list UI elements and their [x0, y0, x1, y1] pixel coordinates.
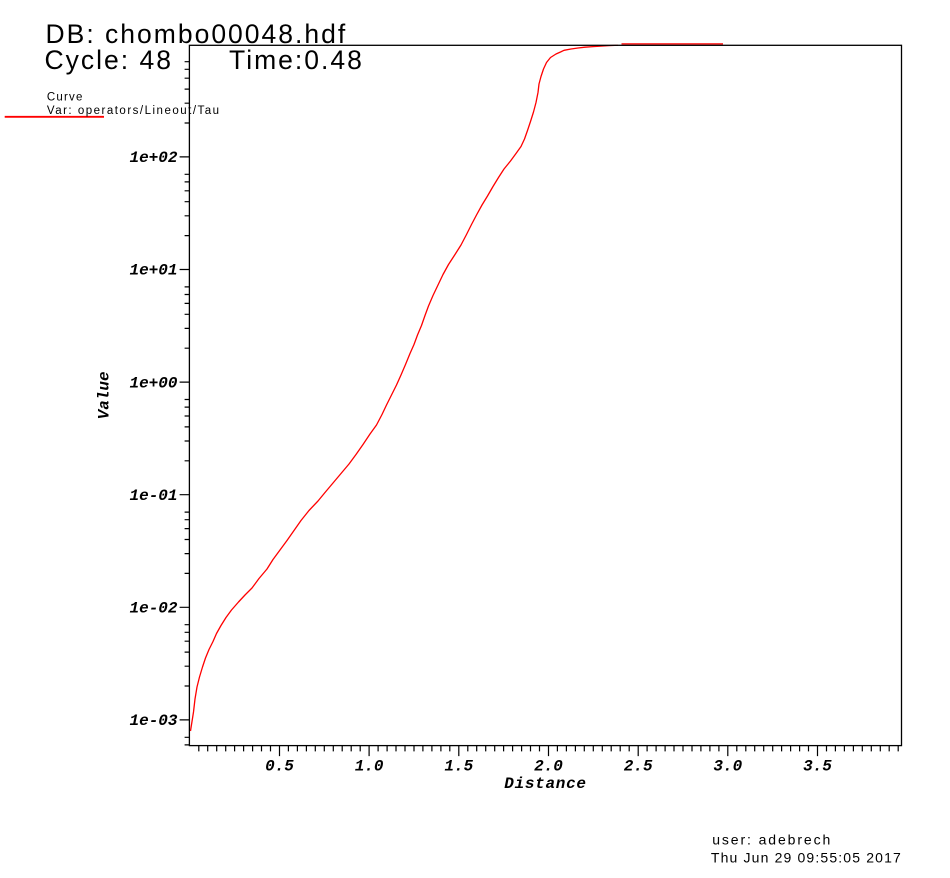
svg-text:1.5: 1.5 [444, 758, 473, 776]
svg-text:Cycle: 48: Cycle: 48 [45, 45, 173, 75]
svg-text:Thu Jun 29 09:55:05 2017: Thu Jun 29 09:55:05 2017 [711, 850, 902, 866]
svg-text:2.5: 2.5 [624, 758, 653, 776]
svg-text:3.5: 3.5 [803, 758, 832, 776]
svg-text:0.5: 0.5 [265, 758, 294, 776]
svg-text:1.0: 1.0 [355, 758, 384, 776]
svg-text:Distance: Distance [504, 775, 586, 793]
svg-text:Value: Value [96, 371, 114, 419]
svg-text:1e+02: 1e+02 [129, 149, 177, 167]
svg-text:Time:0.48: Time:0.48 [229, 45, 364, 75]
svg-text:1e-03: 1e-03 [129, 712, 177, 730]
svg-text:1e+01: 1e+01 [129, 262, 177, 280]
svg-text:2.0: 2.0 [534, 758, 563, 776]
svg-text:DB: chombo00048.hdf: DB: chombo00048.hdf [46, 19, 348, 49]
svg-text:1e-02: 1e-02 [129, 600, 177, 618]
svg-text:Var: operators/Lineout/Tau: Var: operators/Lineout/Tau [47, 105, 221, 117]
svg-text:1e+00: 1e+00 [129, 374, 177, 392]
svg-text:3.0: 3.0 [713, 758, 742, 776]
svg-text:1e-01: 1e-01 [129, 487, 177, 505]
svg-text:Curve: Curve [47, 92, 84, 104]
svg-text:user: adebrech: user: adebrech [712, 832, 832, 848]
